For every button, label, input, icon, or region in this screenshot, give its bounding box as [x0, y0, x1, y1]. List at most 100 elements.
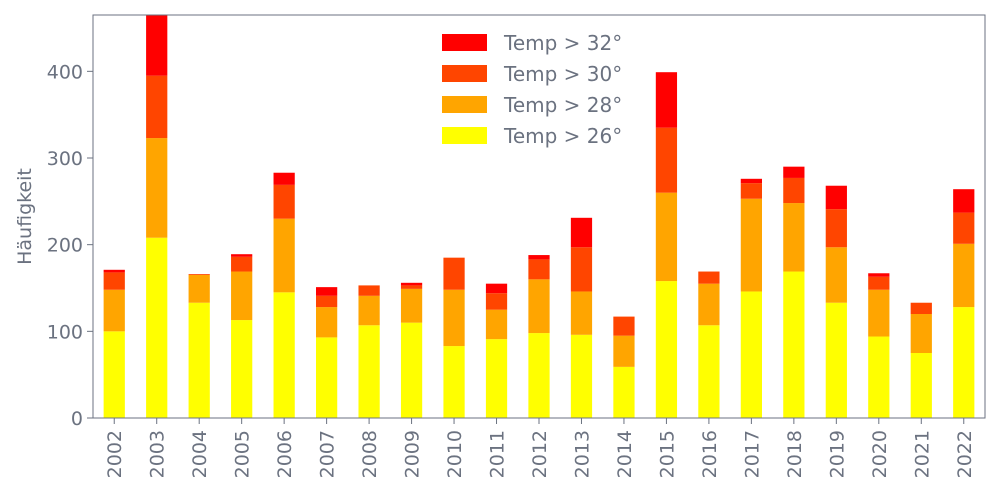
legend-swatch [442, 34, 487, 51]
bar-2013-series-2 [570, 291, 593, 335]
bar-2009-series-3 [400, 285, 423, 289]
bar-2011-series-1 [485, 339, 508, 418]
bar-2005-series-2 [231, 271, 253, 321]
bar-2020-series-2 [868, 289, 890, 337]
bar-2004-series-1 [188, 302, 210, 418]
y-tick-label: 400 [47, 61, 83, 83]
x-tick-label-2002: 2002 [104, 430, 126, 478]
legend-label: Temp > 28° [503, 93, 622, 117]
bar-2003-series-1 [146, 237, 168, 418]
bar-2015-series-1 [655, 281, 678, 418]
x-tick-label-2018: 2018 [784, 430, 806, 478]
x-tick-label-2013: 2013 [571, 430, 593, 478]
bar-2004-series-3 [188, 274, 210, 275]
bar-2015-series-3 [655, 127, 678, 193]
bar-2014-series-1 [613, 366, 635, 418]
bar-2009-series-2 [400, 288, 423, 323]
bar-2017-series-3 [740, 183, 762, 199]
bar-2019-series-3 [825, 209, 847, 248]
y-axis-title: Häufigkeit [14, 168, 36, 265]
bar-2022-series-1 [953, 307, 975, 418]
bar-2006-series-1 [273, 292, 295, 418]
bar-2017-series-1 [740, 291, 762, 418]
bar-2005-series-1 [231, 320, 253, 418]
bar-2016-series-1 [698, 325, 720, 418]
bar-2013-series-3 [570, 247, 593, 292]
bar-2015-series-2 [655, 192, 678, 282]
bar-2020-series-3 [868, 276, 890, 290]
bar-2020-series-4 [868, 273, 890, 277]
bar-2021-series-2 [910, 314, 932, 353]
bar-2008-series-2 [358, 295, 380, 326]
bar-2019-series-4 [825, 185, 847, 210]
bar-2011-series-2 [485, 309, 508, 340]
bar-2013-series-1 [570, 334, 593, 418]
bar-2012-series-2 [528, 279, 550, 334]
bar-2009-series-4 [400, 282, 423, 286]
bar-2022-series-2 [953, 243, 975, 308]
x-tick-label-2015: 2015 [656, 430, 678, 478]
bar-2010-series-1 [443, 346, 465, 418]
bar-2016-series-2 [698, 283, 720, 326]
bar-2017-series-4 [740, 178, 762, 184]
bar-2019-series-2 [825, 247, 847, 303]
legend-label: Temp > 30° [503, 62, 622, 86]
bar-2018-series-3 [783, 177, 805, 204]
x-tick-label-2014: 2014 [614, 430, 636, 478]
bar-2006-series-3 [273, 184, 295, 219]
bar-2020-series-1 [868, 336, 890, 418]
bar-2012-series-3 [528, 259, 550, 280]
bar-2014-series-2 [613, 335, 635, 367]
x-tick-label-2022: 2022 [954, 430, 976, 478]
bar-2004-series-2 [188, 275, 210, 303]
bar-2002-series-3 [103, 272, 125, 290]
x-tick-label-2012: 2012 [529, 430, 551, 478]
bar-2022-series-4 [953, 189, 975, 213]
y-axis: 0 100 200 300 400 [47, 61, 93, 430]
bar-2010-series-3 [443, 257, 465, 290]
bar-2009-series-1 [400, 322, 423, 418]
x-tick-label-2004: 2004 [189, 430, 211, 478]
x-tick-label-2007: 2007 [317, 430, 339, 478]
bar-2021-series-3 [910, 302, 932, 314]
x-tick-label-2008: 2008 [359, 430, 381, 478]
x-tick-label-2010: 2010 [444, 430, 466, 478]
bar-2005-series-4 [231, 254, 253, 257]
bar-2008-series-3 [358, 285, 380, 296]
bar-2010-series-2 [443, 289, 465, 347]
y-tick-label: 100 [47, 321, 83, 343]
bar-2016-series-3 [698, 271, 720, 284]
x-tick-label-2020: 2020 [869, 430, 891, 478]
y-tick-label: 300 [47, 148, 83, 170]
bar-2012-series-4 [528, 255, 550, 260]
bar-2015-series-4 [655, 72, 678, 128]
x-tick-label-2017: 2017 [741, 430, 763, 478]
legend-swatch [442, 96, 487, 113]
bar-2018-series-2 [783, 203, 805, 272]
bar-2002-series-2 [103, 289, 125, 332]
bar-2002-series-4 [103, 269, 125, 273]
bar-2013-series-4 [570, 217, 593, 248]
bar-2007-series-2 [316, 307, 338, 338]
x-tick-label-2005: 2005 [232, 430, 254, 478]
bar-2003-series-4 [146, 15, 168, 76]
bar-2003-series-3 [146, 75, 168, 139]
bar-2012-series-1 [528, 333, 550, 418]
bar-2022-series-3 [953, 212, 975, 244]
bar-2006-series-2 [273, 218, 295, 293]
bar-2011-series-3 [485, 293, 508, 310]
bar-2017-series-2 [740, 198, 762, 292]
bar-2018-series-4 [783, 166, 805, 178]
bar-2006-series-4 [273, 172, 295, 185]
bar-2014-series-3 [613, 316, 635, 336]
y-tick-label: 200 [47, 235, 83, 257]
x-tick-label-2011: 2011 [487, 430, 509, 478]
x-tick-label-2021: 2021 [911, 430, 933, 478]
legend: Temp > 32° Temp > 30° Temp > 28° Temp > 26° [442, 31, 622, 148]
legend-label: Temp > 32° [503, 31, 622, 55]
legend-swatch [442, 127, 487, 144]
bar-2007-series-3 [316, 295, 338, 308]
x-tick-label-2003: 2003 [147, 430, 169, 478]
bar-2011-series-4 [485, 283, 508, 294]
bars-layer [103, 15, 975, 418]
